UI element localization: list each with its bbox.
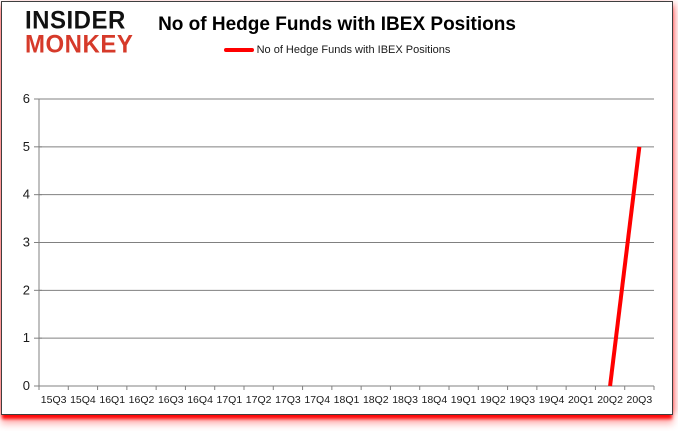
- logo-line-insider: INSIDER: [25, 6, 126, 35]
- chart-legend: No of Hedge Funds with IBEX Positions: [223, 44, 451, 56]
- y-axis-label: 4: [23, 187, 30, 202]
- x-axis-label: 19Q4: [539, 394, 565, 406]
- legend-label: No of Hedge Funds with IBEX Positions: [256, 44, 451, 56]
- x-axis-label: 16Q2: [129, 394, 155, 406]
- y-axis-label: 1: [23, 330, 30, 345]
- x-axis-label: 17Q1: [217, 394, 243, 406]
- x-axis-label: 15Q4: [70, 394, 96, 406]
- y-axis-label: 3: [23, 235, 30, 250]
- insider-monkey-logo: INSIDER MONKEY: [25, 6, 134, 59]
- x-axis-label: 15Q3: [41, 394, 67, 406]
- x-axis-label: 17Q2: [246, 394, 272, 406]
- x-axis-label: 16Q3: [158, 394, 184, 406]
- x-axis-label: 16Q4: [187, 394, 213, 406]
- y-axis-label: 2: [23, 282, 30, 297]
- x-axis-label: 17Q3: [275, 394, 301, 406]
- x-axis-label: 18Q4: [422, 394, 448, 406]
- x-axis-label: 19Q1: [451, 394, 477, 406]
- plot-area: 0 1 2 3 4 5 6 15Q3 15Q4 16Q1 16Q2 16Q3 16Q4 17Q1 17Q2 1…: [2, 80, 672, 412]
- x-axis-label: 19Q3: [509, 394, 535, 406]
- x-axis-label: 20Q1: [568, 394, 594, 406]
- x-axis-label: 17Q4: [304, 394, 330, 406]
- y-axis-label: 5: [23, 139, 30, 154]
- y-axis-label: 0: [23, 378, 30, 393]
- x-axis-label: 19Q2: [480, 394, 506, 406]
- x-axis-label: 20Q3: [627, 394, 653, 406]
- y-axis-label: 6: [23, 91, 30, 106]
- data-line: [608, 146, 642, 387]
- x-axis-label: 18Q2: [363, 394, 389, 406]
- x-axis-label: 20Q2: [597, 394, 623, 406]
- chart-widget: INSIDER MONKEY No of Hedge Funds with IB…: [1, 1, 673, 415]
- x-axis-label: 18Q3: [392, 394, 418, 406]
- logo-line-monkey: MONKEY: [25, 29, 134, 59]
- x-axis-label: 16Q1: [99, 394, 125, 406]
- legend-line-marker: [223, 48, 254, 52]
- x-axis-label: 18Q1: [334, 394, 360, 406]
